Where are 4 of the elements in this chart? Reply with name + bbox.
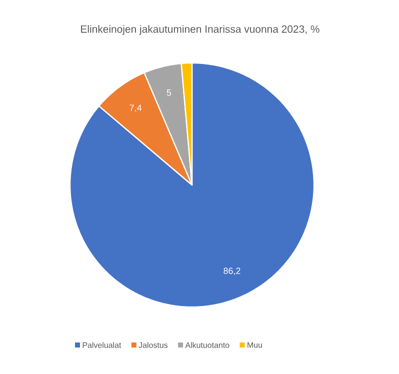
- data-label: 5: [166, 90, 172, 96]
- data-label: 86,2: [224, 268, 240, 276]
- data-label: 7,4: [130, 104, 142, 112]
- chart-title: Elinkeinojen jakautuminen Inarissa vuonna 2023, %: [81, 25, 320, 35]
